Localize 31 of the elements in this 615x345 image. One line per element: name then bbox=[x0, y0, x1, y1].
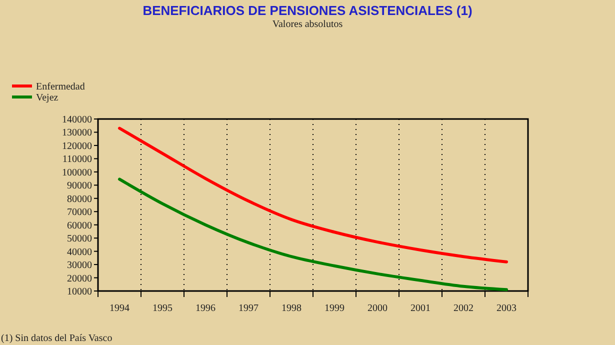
x-tick-label: 1996 bbox=[196, 303, 216, 314]
x-tick-label: 2001 bbox=[410, 303, 430, 314]
legend-label: Enfermedad bbox=[36, 82, 85, 92]
legend-label: Vejez bbox=[36, 92, 59, 104]
y-tick-label: 70000 bbox=[67, 207, 92, 218]
x-tick-label: 2002 bbox=[454, 303, 474, 314]
text: (1) Sin datos del País Vasco bbox=[1, 333, 112, 344]
y-tick-label: 110000 bbox=[62, 154, 92, 166]
y-tick-label: 90000 bbox=[67, 180, 92, 192]
line-series bbox=[118, 178, 508, 292]
y-tick-label: 60000 bbox=[67, 220, 92, 232]
line-series bbox=[118, 126, 508, 264]
y-tick-label: 80000 bbox=[67, 194, 92, 205]
y-tick-label: 100000 bbox=[62, 167, 92, 178]
chart-subtitle: Valores absolutos bbox=[272, 19, 343, 30]
y-tick-label: 20000 bbox=[67, 273, 92, 284]
y-tick-label: 40000 bbox=[67, 246, 92, 258]
x-tick-label: 1999 bbox=[324, 303, 344, 314]
y-tick-label: 30000 bbox=[67, 260, 92, 272]
x-tick-label: 1995 bbox=[152, 303, 172, 314]
chart-title: BENEFICIARIOS DE PENSIONES ASISTENCIALES (1) bbox=[142, 3, 472, 18]
y-tick-label: 130000 bbox=[62, 128, 92, 139]
x-tick-label: 2000 bbox=[368, 303, 388, 314]
x-tick-label: 2003 bbox=[496, 303, 516, 314]
y-tick-label: 120000 bbox=[62, 140, 92, 152]
x-tick-label: 1994 bbox=[110, 303, 130, 314]
y-tick-label: 10000 bbox=[67, 286, 92, 298]
x-tick-label: 1997 bbox=[238, 303, 258, 314]
x-tick-label: 1998 bbox=[282, 303, 302, 314]
y-tick-label: 50000 bbox=[67, 234, 92, 245]
y-tick-label: 140000 bbox=[62, 114, 92, 126]
